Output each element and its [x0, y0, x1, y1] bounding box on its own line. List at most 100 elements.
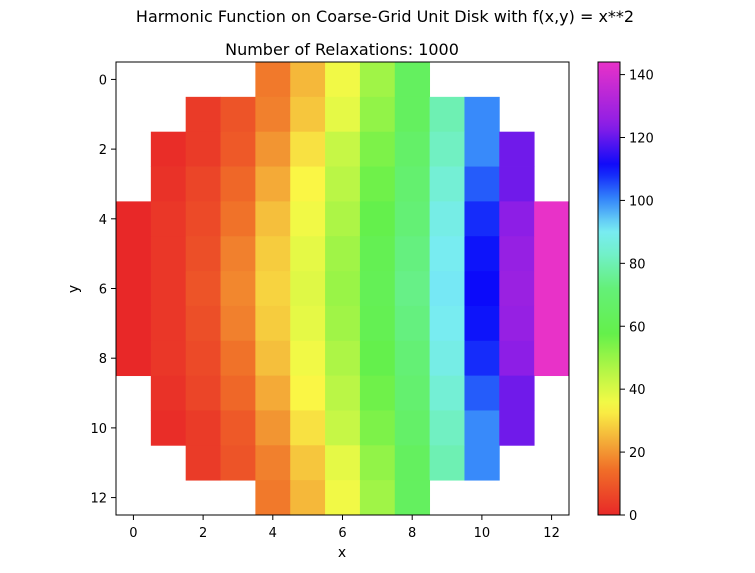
- heatmap-cell: [394, 62, 431, 98]
- heatmap-cell: [429, 131, 465, 167]
- heatmap-cell: [394, 410, 431, 446]
- heatmap-cell: [499, 410, 535, 446]
- heatmap-cell: [220, 201, 256, 237]
- heatmap-cell: [185, 375, 221, 411]
- heatmap-cell: [290, 410, 326, 446]
- heatmap-cell: [220, 305, 256, 342]
- heatmap-cell: [394, 131, 431, 167]
- heatmap-cell: [185, 96, 221, 133]
- heatmap-cell: [499, 201, 535, 237]
- heatmap-cell: [464, 445, 500, 481]
- y-tick-label: 8: [99, 352, 107, 367]
- y-axis-label: y: [66, 285, 82, 293]
- heatmap-cell: [185, 236, 221, 272]
- heatmap-cell: [290, 305, 326, 342]
- heatmap-cell: [534, 201, 570, 237]
- heatmap-cell: [220, 131, 256, 167]
- heatmap-cell: [464, 201, 500, 237]
- heatmap-cell: [325, 375, 361, 411]
- heatmap-cell: [150, 410, 187, 446]
- heatmap-cell: [429, 236, 465, 272]
- colorbar-tick-label: 0: [629, 509, 637, 524]
- x-axis-label: x: [338, 545, 346, 561]
- heatmap-cell: [255, 166, 291, 202]
- heatmap-cell: [325, 480, 361, 516]
- heatmap-cell: [290, 62, 326, 98]
- heatmap-cell: [534, 305, 570, 342]
- heatmap-cell: [359, 96, 396, 133]
- heatmap-cell: [325, 340, 361, 377]
- heatmap-cell: [150, 166, 187, 202]
- heatmap-cell: [325, 410, 361, 446]
- heatmap-cell: [359, 131, 396, 167]
- colorbar-tick-label: 20: [629, 446, 646, 461]
- heatmap-cell: [220, 271, 256, 307]
- heatmap-cell: [394, 340, 431, 377]
- y-tick-label: 12: [90, 492, 107, 507]
- heatmap-cell: [116, 271, 152, 307]
- heatmap-cell: [394, 375, 431, 411]
- x-tick-label: 2: [199, 526, 207, 541]
- heatmap-cell: [394, 445, 431, 481]
- heatmap-cell: [220, 166, 256, 202]
- heatmap-cell: [255, 445, 291, 481]
- heatmap-cell: [359, 236, 396, 272]
- y-tick-label: 0: [99, 73, 107, 88]
- heatmap-cell: [325, 62, 361, 98]
- heatmap-cell: [499, 305, 535, 342]
- heatmap-cell: [325, 271, 361, 307]
- heatmap-cell: [325, 445, 361, 481]
- heatmap-cell: [429, 410, 465, 446]
- heatmap-cell: [359, 480, 396, 516]
- x-tick-label: 12: [543, 526, 560, 541]
- heatmap-cell: [499, 131, 535, 167]
- chart-title: Number of Relaxations: 1000: [225, 40, 459, 59]
- heatmap-cell: [534, 271, 570, 307]
- heatmap-cell: [255, 375, 291, 411]
- y-tick-label: 4: [99, 213, 107, 228]
- heatmap-cell: [394, 271, 431, 307]
- y-tick-label: 10: [90, 422, 107, 437]
- heatmap-cell: [185, 201, 221, 237]
- heatmap-cell: [290, 271, 326, 307]
- heatmap-cell: [290, 96, 326, 133]
- heatmap-cell: [150, 271, 187, 307]
- heatmap-cell: [255, 305, 291, 342]
- heatmap-cell: [290, 445, 326, 481]
- heatmap-cell: [185, 131, 221, 167]
- heatmap-cell: [150, 131, 187, 167]
- heatmap-cell: [255, 131, 291, 167]
- colorbar-tick-label: 80: [629, 257, 646, 272]
- heatmap-cell: [464, 236, 500, 272]
- heatmap-cell: [116, 201, 152, 237]
- colorbar-tick-label: 140: [629, 69, 654, 84]
- heatmap-cell: [220, 375, 256, 411]
- heatmap-cell: [429, 340, 465, 377]
- heatmap-cell: [220, 445, 256, 481]
- heatmap-cell: [290, 340, 326, 377]
- heatmap-cell: [255, 62, 291, 98]
- heatmap-cell: [255, 201, 291, 237]
- figure-suptitle: Harmonic Function on Coarse-Grid Unit Di…: [136, 7, 634, 26]
- heatmap-cell: [499, 271, 535, 307]
- heatmap-cell: [255, 96, 291, 133]
- heatmap-cell: [255, 410, 291, 446]
- heatmap-cell: [185, 410, 221, 446]
- heatmap-cell: [220, 96, 256, 133]
- heatmap-cell: [499, 375, 535, 411]
- heatmap-cell: [394, 96, 431, 133]
- heatmap-cell: [394, 236, 431, 272]
- heatmap-cell: [534, 236, 570, 272]
- heatmap-cell: [359, 410, 396, 446]
- heatmap-cell: [220, 410, 256, 446]
- heatmap-cell: [499, 340, 535, 377]
- heatmap-cell: [464, 131, 500, 167]
- x-tick-label: 6: [338, 526, 346, 541]
- y-tick-label: 6: [99, 283, 107, 298]
- heatmap-cell: [150, 201, 187, 237]
- heatmap-cell: [429, 375, 465, 411]
- heatmap-cell: [116, 305, 152, 342]
- heatmap-cell: [359, 62, 396, 98]
- heatmap-cell: [325, 305, 361, 342]
